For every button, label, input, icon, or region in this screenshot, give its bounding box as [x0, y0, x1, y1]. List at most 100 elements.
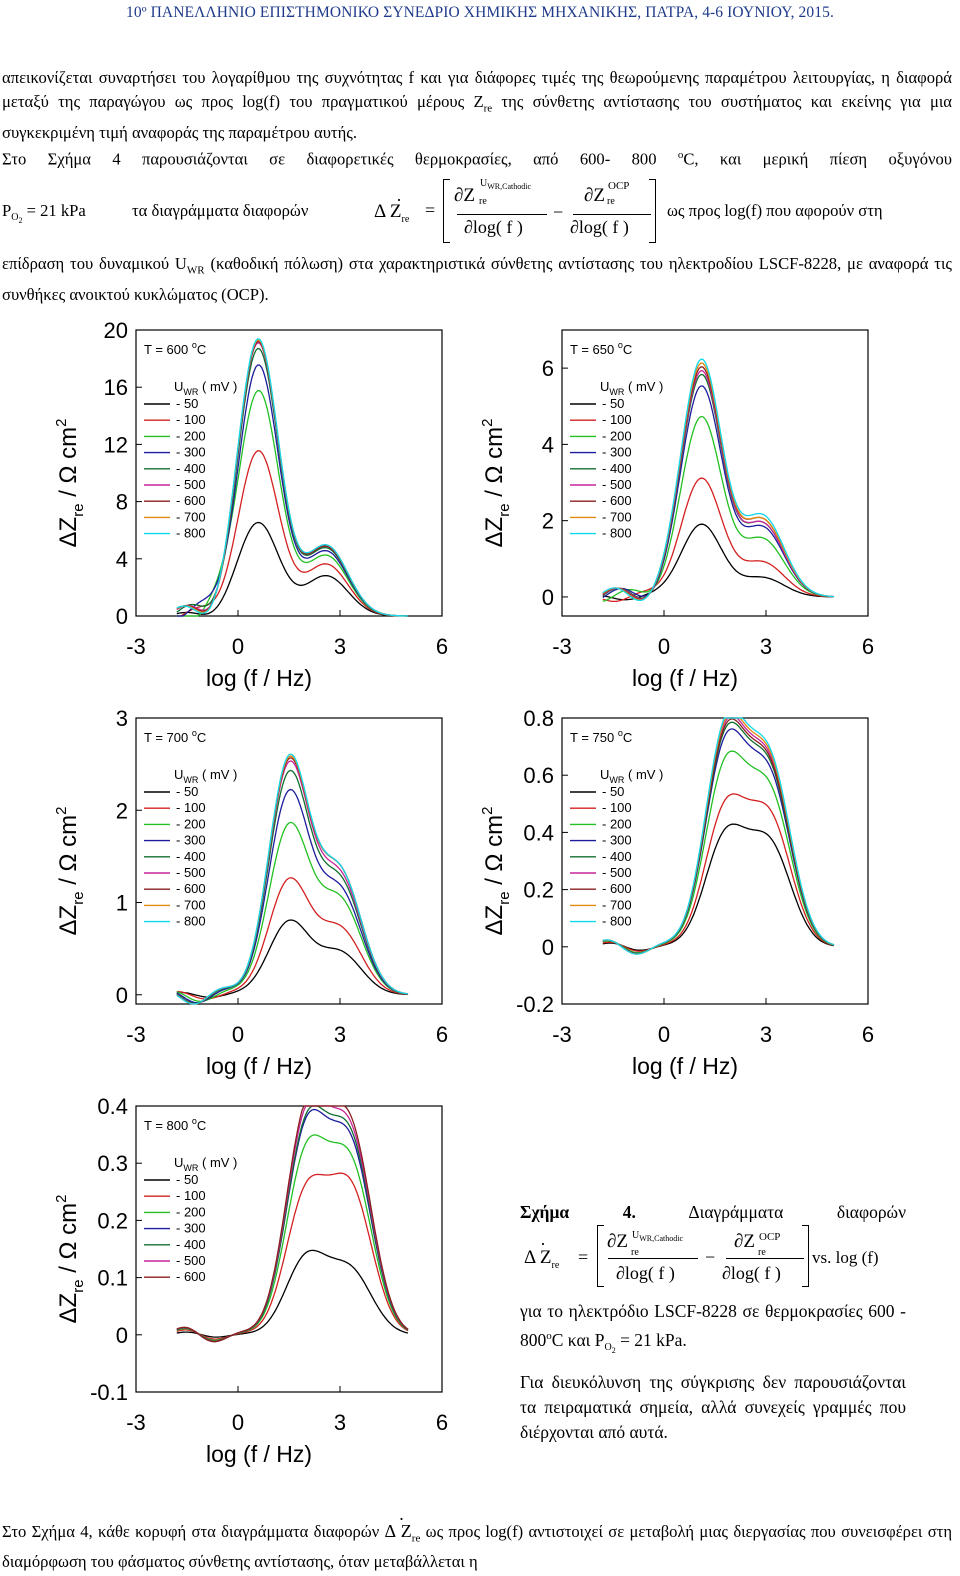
x-tick-label: -3	[126, 634, 146, 659]
y-tick-label: 0	[542, 935, 554, 960]
y-tick-label: 0.4	[97, 1094, 128, 1119]
legend-label: - 50	[602, 784, 624, 799]
eq-pressure: PO2 = 21 kPa	[2, 201, 86, 226]
eq-left-bracket	[443, 179, 450, 243]
y-tick-label: 0.2	[97, 1208, 128, 1233]
y-tick-label: 16	[104, 375, 128, 400]
y-tick-label: 2	[542, 509, 554, 534]
y-axis-label: ΔZre / Ω cm2	[479, 807, 513, 936]
chart-title: T = 750 oC	[570, 728, 632, 745]
legend-label: - 300	[602, 445, 632, 460]
legend-label: - 400	[176, 461, 206, 476]
legend-label: - 600	[602, 493, 632, 508]
series-line	[602, 366, 835, 600]
legend-label: - 100	[176, 800, 206, 815]
legend-label: - 400	[176, 1237, 206, 1252]
y-axis-label: ΔZre / Ω cm2	[53, 807, 87, 936]
chart-title: T = 600 oC	[144, 340, 206, 357]
series-line	[176, 877, 409, 1000]
plot-frame	[135, 329, 443, 617]
chart-700C: 0 1 2 3 -3 0 3 6 log (f / Hz) ΔZre / Ω cm2 T = 700…	[40, 706, 470, 1096]
legend-label: - 500	[176, 477, 206, 492]
x-tick-label: 0	[232, 1022, 244, 1047]
legend-label: - 400	[602, 849, 632, 864]
y-tick-label: 20	[104, 318, 128, 343]
x-tick-label: 0	[232, 1410, 244, 1435]
x-tick-label: 0	[658, 634, 670, 659]
legend-label: - 800	[176, 914, 206, 929]
legend-label: - 400	[176, 849, 206, 864]
y-tick-label: 8	[116, 490, 128, 515]
legend-label: - 700	[602, 509, 632, 524]
chart-svg: -0.2 0 0.2 0.4 0.6 0.8 -3 0 3 6 log (f / Hz) ΔZre /…	[479, 706, 874, 1079]
series-line	[176, 788, 409, 1004]
x-tick-label: 3	[334, 1410, 346, 1435]
eq-den2: ∂log( f )	[570, 217, 629, 237]
intro2-text: Στο Σχήμα 4 παρουσιάζονται σε διαφορετικ…	[2, 149, 678, 169]
x-tick-label: 0	[658, 1022, 670, 1047]
y-tick-label: 4	[542, 432, 554, 457]
chart-800C: -0.1 0 0.1 0.2 0.3 0.4 -3 0 3 6 log (f / Hz) ΔZre /…	[40, 1094, 470, 1484]
y-axis-label: ΔZre / Ω cm2	[53, 419, 87, 548]
eq-den1: ∂log( f )	[464, 217, 523, 237]
legend-label: - 800	[176, 526, 206, 541]
chart-svg: 0 1 2 3 -3 0 3 6 log (f / Hz) ΔZre / Ω cm2 T = 700…	[53, 706, 448, 1079]
legend-label: - 500	[602, 865, 632, 880]
legend-label: - 500	[602, 477, 632, 492]
figure-caption: Σχήμα 4. Διαγράμματα διαφορών Δ Zre · = …	[520, 1200, 906, 1445]
series-line	[176, 338, 408, 617]
legend-label: - 100	[602, 412, 632, 427]
legend-title: UWR ( mV )	[600, 767, 663, 785]
series-line	[602, 823, 835, 951]
legend-label: - 600	[176, 881, 206, 896]
series-line	[602, 370, 835, 600]
series-line	[176, 1249, 409, 1338]
y-tick-label: 0.3	[97, 1151, 128, 1176]
eq-right-bracket	[649, 179, 656, 243]
x-tick-label: 6	[436, 1410, 448, 1435]
series-line	[176, 1172, 409, 1340]
eq-num2-sup: OCP	[608, 180, 630, 192]
eq-num2: ∂Z	[584, 185, 605, 206]
caption-title-rest: Διαγράμματα διαφορών	[688, 1202, 906, 1222]
legend-label: - 500	[176, 865, 206, 880]
series-line	[602, 793, 835, 952]
x-tick-label: 3	[334, 1022, 346, 1047]
x-tick-label: -3	[552, 1022, 572, 1047]
legend-title: UWR ( mV )	[174, 767, 237, 785]
x-tick-label: -3	[126, 1022, 146, 1047]
y-tick-label: -0.1	[90, 1380, 128, 1405]
chart-750C: -0.2 0 0.2 0.4 0.6 0.8 -3 0 3 6 log (f / Hz) ΔZre /…	[466, 706, 896, 1096]
legend-label: - 400	[602, 461, 632, 476]
legend-label: - 100	[176, 1188, 206, 1203]
series-line	[176, 521, 408, 617]
legend-label: - 100	[176, 412, 206, 427]
intro-sub: re	[483, 101, 493, 114]
plot-frame	[561, 329, 869, 617]
chart-600C: 0 4 8 12 16 20 -3 0 3 6 log (f / Hz) ΔZre / Ω cm2 T …	[40, 318, 470, 708]
caption-title: Σχήμα 4.	[520, 1202, 636, 1222]
x-axis-label: log (f / Hz)	[632, 1053, 738, 1079]
chart-svg: -0.1 0 0.1 0.2 0.3 0.4 -3 0 3 6 log (f / Hz) ΔZre /…	[53, 1094, 448, 1467]
plot-frame	[135, 717, 443, 1005]
legend-label: - 700	[176, 509, 206, 524]
legend-label: - 50	[176, 784, 198, 799]
y-tick-label: 6	[542, 356, 554, 381]
chart-650C: 0 2 4 6 -3 0 3 6 log (f / Hz) ΔZre / Ω cm2 T = 650…	[466, 318, 896, 708]
x-tick-label: 6	[862, 634, 874, 659]
series-line	[176, 364, 408, 617]
x-tick-label: 6	[436, 1022, 448, 1047]
after-equation-paragraph: επίδραση του δυναμικού UWR (καθοδική πόλ…	[2, 254, 952, 304]
legend-label: - 200	[602, 816, 632, 831]
plot-frame	[561, 717, 869, 1005]
y-tick-label: 0	[116, 983, 128, 1008]
eq-trail: ως προς log(f) που αφορούν στη	[667, 201, 883, 220]
intro2-sup: o	[677, 149, 684, 162]
y-tick-label: 12	[104, 432, 128, 457]
series-line	[602, 385, 835, 599]
y-axis-label: ΔZre / Ω cm2	[53, 1195, 87, 1324]
series-line	[176, 753, 409, 1005]
x-tick-label: 6	[862, 1022, 874, 1047]
legend-label: - 500	[176, 1253, 206, 1268]
y-tick-label: 2	[116, 798, 128, 823]
